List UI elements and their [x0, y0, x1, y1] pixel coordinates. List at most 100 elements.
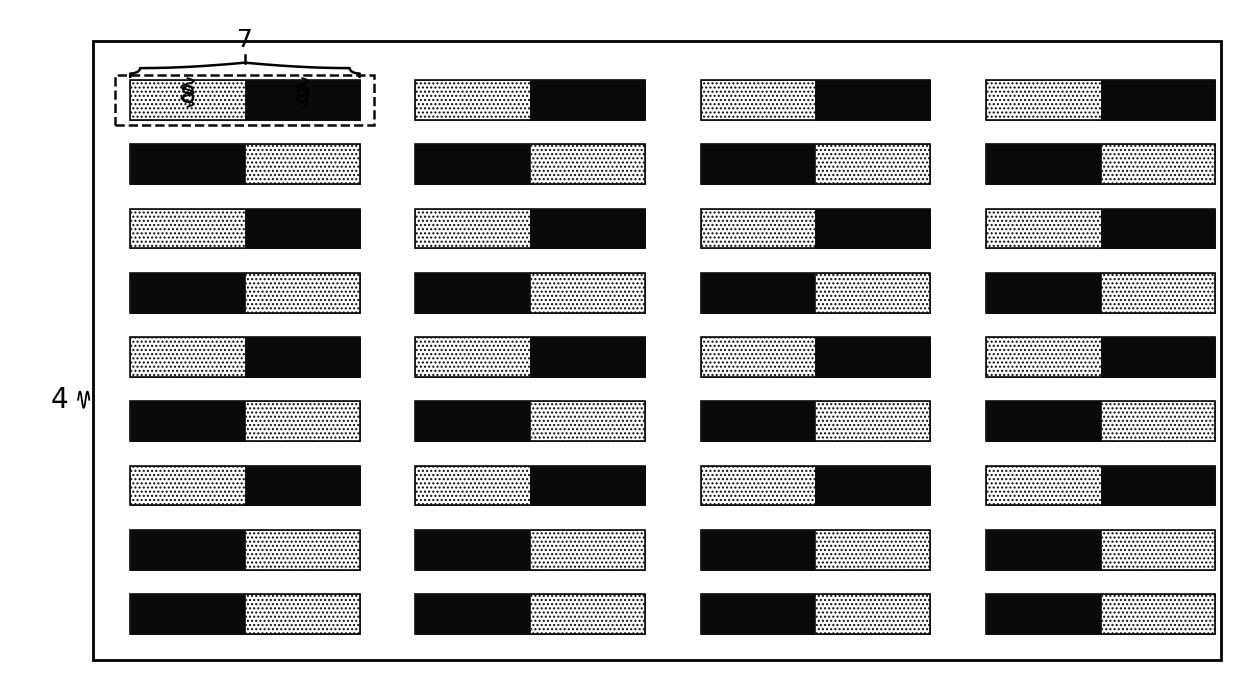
Bar — [701, 337, 816, 377]
Bar — [415, 209, 531, 248]
Bar — [816, 144, 930, 184]
Bar — [701, 466, 930, 505]
Bar — [531, 401, 645, 441]
Bar — [415, 530, 645, 570]
Bar — [246, 80, 360, 120]
Bar — [531, 209, 645, 248]
Bar — [115, 75, 374, 126]
Bar — [986, 273, 1215, 313]
Bar — [986, 144, 1215, 184]
Bar — [130, 401, 246, 441]
Bar — [415, 466, 531, 505]
Bar — [130, 401, 360, 441]
Bar — [415, 144, 531, 184]
Bar — [701, 80, 816, 120]
Bar — [986, 80, 1101, 120]
Bar — [986, 209, 1101, 248]
Bar — [130, 80, 246, 120]
Text: 9: 9 — [294, 84, 310, 107]
Bar — [130, 530, 360, 570]
Bar — [701, 273, 816, 313]
Bar — [246, 144, 360, 184]
Bar — [986, 337, 1215, 377]
Bar — [816, 337, 930, 377]
Bar — [415, 80, 645, 120]
Bar — [415, 337, 645, 377]
Bar — [531, 530, 645, 570]
Text: 4: 4 — [51, 386, 68, 413]
Bar — [531, 144, 645, 184]
Bar — [415, 80, 531, 120]
Bar — [986, 401, 1215, 441]
Bar — [986, 144, 1101, 184]
Bar — [531, 273, 645, 313]
Bar — [415, 401, 531, 441]
Bar — [415, 273, 531, 313]
Bar — [415, 594, 645, 634]
Bar — [130, 466, 360, 505]
Bar — [701, 144, 930, 184]
Bar — [986, 337, 1101, 377]
Bar — [986, 80, 1215, 120]
Bar — [701, 401, 930, 441]
Bar — [1101, 594, 1215, 634]
Bar — [816, 594, 930, 634]
Bar — [130, 273, 246, 313]
Bar — [986, 209, 1215, 248]
Bar — [130, 594, 246, 634]
Bar — [415, 466, 645, 505]
Bar — [986, 401, 1101, 441]
Bar — [531, 466, 645, 505]
Bar — [415, 594, 531, 634]
Bar — [1101, 80, 1215, 120]
Bar — [415, 401, 645, 441]
Bar — [816, 401, 930, 441]
Bar — [701, 594, 816, 634]
Bar — [130, 80, 360, 120]
Bar — [246, 530, 360, 570]
Bar — [1101, 144, 1215, 184]
Bar — [701, 337, 930, 377]
Bar — [986, 466, 1215, 505]
Bar — [246, 594, 360, 634]
Bar — [701, 209, 930, 248]
Bar — [986, 273, 1101, 313]
Bar — [246, 273, 360, 313]
Bar — [246, 401, 360, 441]
Bar — [531, 594, 645, 634]
Bar — [986, 594, 1101, 634]
Bar — [986, 530, 1101, 570]
Bar — [130, 337, 360, 377]
Bar — [531, 337, 645, 377]
Bar — [701, 530, 816, 570]
Bar — [246, 466, 360, 505]
Bar — [1101, 466, 1215, 505]
Bar — [986, 466, 1101, 505]
Bar — [130, 466, 246, 505]
Bar — [130, 530, 246, 570]
Bar — [986, 594, 1215, 634]
Bar — [246, 209, 360, 248]
Bar — [415, 209, 645, 248]
Bar — [816, 466, 930, 505]
Bar — [701, 80, 930, 120]
Bar — [1101, 273, 1215, 313]
Bar — [130, 209, 246, 248]
Bar — [415, 337, 531, 377]
Bar — [246, 337, 360, 377]
Bar — [130, 209, 360, 248]
Bar — [701, 466, 816, 505]
Text: 7: 7 — [237, 28, 253, 52]
Bar — [531, 80, 645, 120]
Bar — [130, 594, 360, 634]
Bar — [1101, 337, 1215, 377]
Bar — [701, 401, 816, 441]
Bar — [701, 530, 930, 570]
Bar — [1101, 401, 1215, 441]
Bar — [415, 144, 645, 184]
Bar — [986, 530, 1215, 570]
Bar — [415, 273, 645, 313]
Bar — [816, 80, 930, 120]
Bar — [701, 273, 930, 313]
Bar — [816, 209, 930, 248]
